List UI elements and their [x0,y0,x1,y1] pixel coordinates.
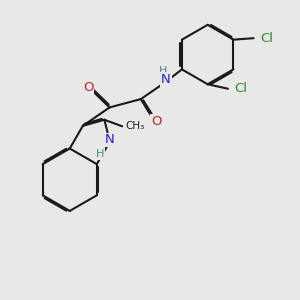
Text: Cl: Cl [234,82,248,95]
Text: O: O [83,81,93,94]
Text: N: N [161,73,171,86]
Text: CH₃: CH₃ [125,121,144,131]
Text: O: O [151,115,161,128]
Text: H: H [96,149,104,159]
Text: N: N [105,134,115,146]
Text: Cl: Cl [260,32,273,45]
Text: H: H [159,67,167,76]
